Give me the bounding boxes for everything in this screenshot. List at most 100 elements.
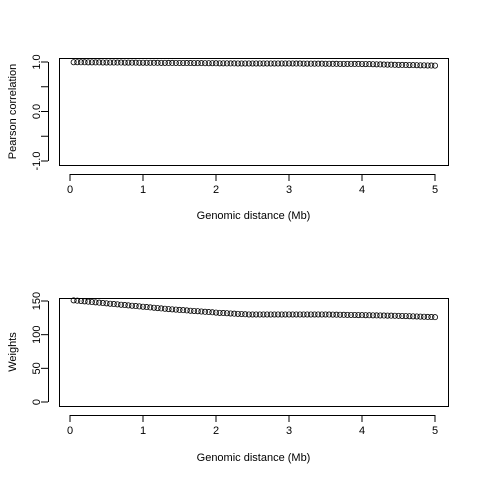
weights-data-point: [340, 311, 347, 318]
corr-x-tick-label: 0: [67, 184, 73, 196]
weights-y-tick-label: 150: [31, 292, 43, 310]
corr-data-point: [358, 60, 365, 67]
weights-data-point: [249, 311, 256, 318]
weights-data-point: [202, 308, 209, 315]
weights-data-point: [282, 311, 289, 318]
weights-data-point: [271, 311, 278, 318]
weights-x-tick-label: 5: [432, 425, 438, 437]
weights-x-tick-label: 3: [286, 425, 292, 437]
corr-data-point: [223, 60, 230, 67]
corr-x-tick-label: 4: [359, 184, 365, 196]
weights-data-point: [70, 297, 77, 304]
corr-data-point: [307, 60, 314, 67]
corr-data-point: [169, 59, 176, 66]
corr-data-point: [70, 59, 77, 66]
corr-data-point: [205, 60, 212, 67]
weights-data-point: [154, 305, 161, 312]
corr-data-point: [337, 60, 344, 67]
corr-data-point: [103, 59, 110, 66]
weights-data-point: [121, 302, 128, 309]
weights-data-point: [139, 303, 146, 310]
corr-data-point: [293, 60, 300, 67]
correlation-panel: 0 1 2 3 4 5 -1.0 0.0 1.0 Genomic distance (Mb) Pea…: [7, 54, 449, 222]
corr-data-point: [264, 60, 271, 67]
corr-data-point: [289, 60, 296, 67]
corr-data-point: [380, 61, 387, 68]
corr-data-point: [402, 62, 409, 69]
weights-data-point: [129, 302, 136, 309]
corr-data-point: [399, 61, 406, 68]
weights-y-tick-label: 0: [31, 399, 43, 405]
weights-data-point: [161, 305, 168, 312]
corr-data-point: [88, 59, 95, 66]
corr-y-axis-title: Pearson correlation: [7, 64, 19, 159]
corr-data-point: [209, 60, 216, 67]
corr-data-point: [304, 60, 311, 67]
corr-data-point: [121, 59, 128, 66]
weights-data-point: [165, 306, 172, 313]
weights-data-point: [132, 303, 139, 310]
weights-data-point: [99, 300, 106, 307]
corr-data-point: [227, 60, 234, 67]
corr-data-point: [253, 60, 260, 67]
weights-data-point: [304, 311, 311, 318]
weights-data-point: [278, 311, 285, 318]
corr-data-point: [216, 60, 223, 67]
weights-data-point: [348, 311, 355, 318]
corr-data-point: [118, 59, 125, 66]
corr-data-point: [92, 59, 99, 66]
weights-data-point: [180, 307, 187, 314]
weights-data-point: [315, 311, 322, 318]
corr-data-point: [143, 59, 150, 66]
weights-x-axis-title: Genomic distance (Mb): [197, 452, 311, 464]
weights-data-point: [81, 298, 88, 305]
corr-x-tick-label: 1: [140, 184, 146, 196]
weights-data-point: [293, 311, 300, 318]
weights-data-point: [373, 312, 380, 319]
corr-data-point: [256, 60, 263, 67]
weights-data-point: [377, 312, 384, 319]
corr-data-point: [410, 62, 417, 69]
corr-data-point: [136, 59, 143, 66]
corr-data-point: [271, 60, 278, 67]
corr-data-point: [373, 61, 380, 68]
corr-data-point: [150, 59, 157, 66]
weights-data-point: [198, 308, 205, 315]
weights-data-point: [369, 312, 376, 319]
corr-data-point: [275, 60, 282, 67]
weights-data-point: [380, 312, 387, 319]
corr-data-point: [191, 60, 198, 67]
weights-data-point: [326, 311, 333, 318]
corr-data-point: [202, 60, 209, 67]
corr-data-point: [391, 61, 398, 68]
corr-data-point: [85, 59, 92, 66]
weights-data-point: [388, 312, 395, 319]
weights-x-tick-label: 2: [213, 425, 219, 437]
corr-data-point: [139, 59, 146, 66]
corr-data-point: [176, 59, 183, 66]
corr-data-point: [194, 60, 201, 67]
corr-data-point: [300, 60, 307, 67]
weights-data-point: [344, 311, 351, 318]
weights-data-point: [402, 313, 409, 320]
corr-data-point: [158, 59, 165, 66]
weights-data-point: [289, 311, 296, 318]
corr-data-point: [388, 61, 395, 68]
corr-data-point: [187, 60, 194, 67]
corr-data-point: [245, 60, 252, 67]
weights-data-point: [300, 311, 307, 318]
weights-data-point: [413, 313, 420, 320]
weights-data-point: [296, 311, 303, 318]
corr-data-point: [384, 61, 391, 68]
corr-data-point: [238, 60, 245, 67]
weights-data-point: [431, 314, 438, 321]
weights-data-point: [337, 311, 344, 318]
weights-y-tick-label: 100: [31, 325, 43, 343]
weights-data-point: [285, 311, 292, 318]
weights-data-point: [74, 297, 81, 304]
weights-data-point: [107, 300, 114, 307]
weights-data-point: [406, 313, 413, 320]
corr-data-point: [74, 59, 81, 66]
weights-data-point: [169, 306, 176, 313]
weights-x-tick-label: 4: [359, 425, 365, 437]
